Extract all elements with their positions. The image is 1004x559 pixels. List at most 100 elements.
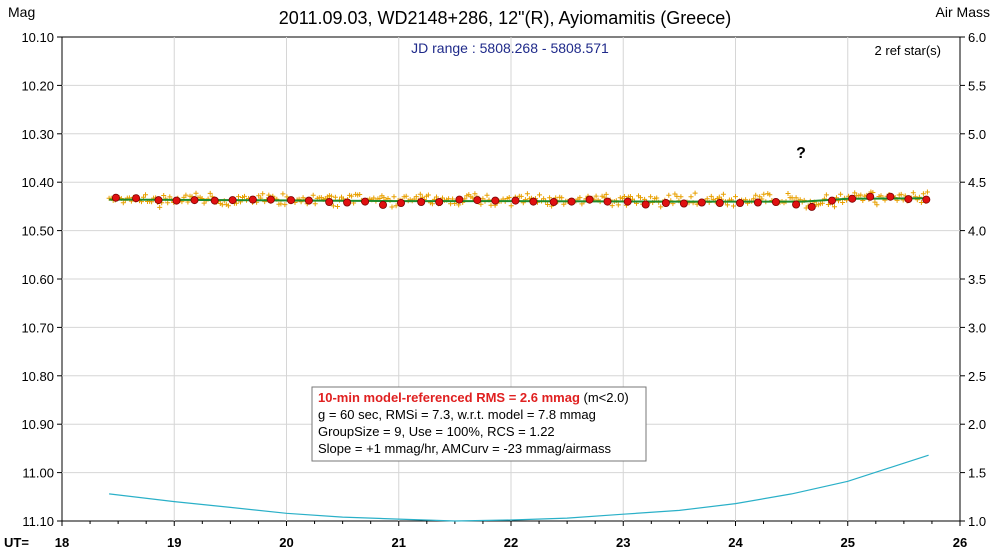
y-axis-label-airmass: Air Mass xyxy=(936,4,990,20)
y-tick-label-left: 10.80 xyxy=(21,369,54,384)
x-axis-label-ut: UT= xyxy=(4,535,29,550)
question-mark-annotation: ? xyxy=(796,145,806,162)
airmass-series xyxy=(109,454,929,522)
raw-point xyxy=(330,203,336,209)
x-tick-label: 20 xyxy=(279,535,293,550)
y-tick-label-right: 2.5 xyxy=(968,369,986,384)
raw-point xyxy=(678,194,684,200)
raw-point xyxy=(207,190,213,196)
binned-point xyxy=(567,197,576,206)
raw-point xyxy=(413,194,419,200)
x-tick-label: 25 xyxy=(841,535,855,550)
stats-line-1: 10-min model-referenced RMS = 2.6 mmag (… xyxy=(318,390,629,405)
raw-point xyxy=(547,195,553,201)
raw-point xyxy=(312,201,318,207)
binned-point xyxy=(585,195,594,204)
raw-point xyxy=(225,203,231,209)
binned-point xyxy=(715,198,724,207)
raw-point xyxy=(593,193,599,199)
model-line xyxy=(109,197,929,203)
raw-point xyxy=(731,203,736,209)
stats-line-4: Slope = +1 mmag/hr, AMCurv = -23 mmag/ai… xyxy=(318,441,611,456)
raw-point xyxy=(335,204,340,209)
raw-point xyxy=(648,194,654,200)
x-tick-label: 26 xyxy=(953,535,967,550)
y-tick-label-left: 10.10 xyxy=(21,30,54,45)
binned-point xyxy=(736,198,745,207)
y-ticks-left: 10.10 10.20 10.30 10.40 10.50 10.60 10.70 10.80… xyxy=(21,30,62,529)
binned-point xyxy=(623,197,632,206)
binned-point xyxy=(491,196,500,205)
raw-point xyxy=(425,192,431,198)
stats-line-2: g = 60 sec, RMSi = 7.3, w.r.t. model = 7… xyxy=(318,407,596,422)
raw-point xyxy=(601,194,607,200)
raw-point xyxy=(603,191,609,197)
x-tick-label: 19 xyxy=(167,535,181,550)
y-tick-label-right: 4.5 xyxy=(968,175,986,190)
x-tick-label: 22 xyxy=(504,535,518,550)
raw-point xyxy=(260,191,266,197)
y-tick-label-left: 10.60 xyxy=(21,272,54,287)
binned-point xyxy=(697,198,706,207)
raw-point xyxy=(823,192,829,198)
y-tick-label-left: 10.50 xyxy=(21,224,54,239)
raw-point xyxy=(720,191,726,197)
raw-point xyxy=(724,202,730,208)
raw-point xyxy=(872,199,878,205)
x-tick-label: 24 xyxy=(728,535,743,550)
raw-point xyxy=(429,201,435,207)
y-tick-label-right: 4.0 xyxy=(968,224,986,239)
raw-point xyxy=(417,191,423,197)
raw-point xyxy=(559,195,565,201)
raw-point xyxy=(371,195,377,201)
raw-point xyxy=(692,190,698,196)
binned-point xyxy=(248,195,257,204)
airmass-curve xyxy=(109,454,929,522)
raw-point xyxy=(328,193,334,199)
raw-point xyxy=(924,189,930,195)
y-tick-label-left: 10.90 xyxy=(21,417,54,432)
binned-point xyxy=(661,198,670,207)
stats-box: 10-min model-referenced RMS = 2.6 mmag (… xyxy=(311,386,647,462)
raw-point xyxy=(242,193,247,199)
raw-point xyxy=(898,191,904,197)
binned-point xyxy=(641,200,650,209)
raw-point xyxy=(733,194,738,200)
raw-point xyxy=(310,192,316,198)
binned-point xyxy=(792,200,801,209)
binned-point xyxy=(325,197,334,206)
binned-point xyxy=(286,196,295,205)
y-tick-label-right: 3.5 xyxy=(968,272,986,287)
raw-point xyxy=(484,192,490,198)
raw-point xyxy=(638,195,643,201)
raw-point xyxy=(165,200,171,206)
binned-point xyxy=(679,199,688,208)
stats-rms-highlight: 10-min model-referenced RMS = 2.6 mmag xyxy=(318,390,580,405)
ref-stars-label: 2 ref star(s) xyxy=(875,43,941,58)
raw-point xyxy=(357,192,363,197)
y-tick-label-left: 10.40 xyxy=(21,175,54,190)
raw-point xyxy=(537,192,542,198)
raw-point xyxy=(666,192,672,198)
raw-point xyxy=(878,193,884,199)
raw-point xyxy=(157,204,163,210)
binned-point xyxy=(304,196,313,205)
raw-point xyxy=(785,191,791,196)
binned-point xyxy=(210,196,219,205)
binned-point xyxy=(455,195,464,204)
binned-point xyxy=(228,196,237,205)
raw-point xyxy=(478,201,484,207)
stats-box-frame xyxy=(311,386,647,462)
raw-point xyxy=(332,194,338,200)
y-tick-label-right: 3.0 xyxy=(968,320,986,335)
raw-point xyxy=(282,202,288,208)
raw-point xyxy=(874,202,880,208)
raw-point xyxy=(654,195,660,201)
y-tick-label-right: 5.5 xyxy=(968,78,986,93)
binned-point xyxy=(378,200,387,209)
raw-point xyxy=(753,192,759,198)
raw-point xyxy=(708,193,714,199)
raw-point xyxy=(561,201,567,207)
y-tick-label-right: 2.0 xyxy=(968,417,986,432)
